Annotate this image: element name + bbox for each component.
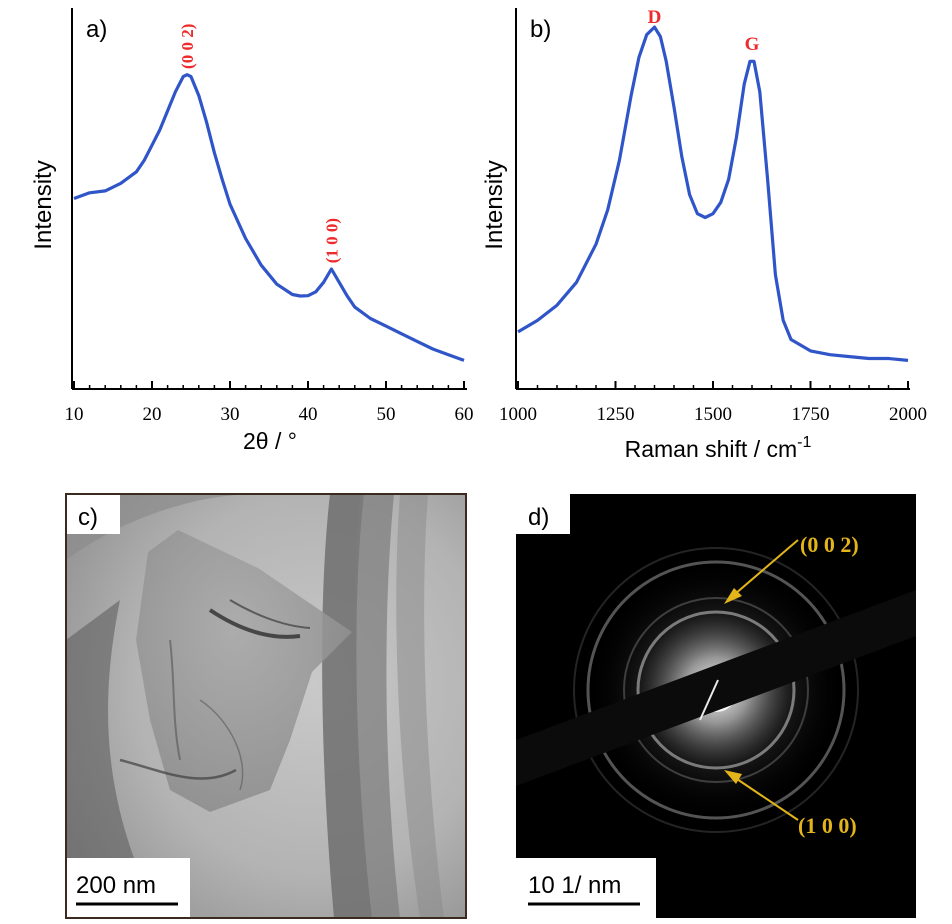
beam-streak: [699, 679, 719, 721]
panel-b-raman: b) 1000 1250 1500 1750 2000 DG Raman shift /…: [481, 7, 927, 462]
saed-ring-inner-halo: [623, 597, 809, 783]
tem-film-edge: [66, 600, 160, 918]
flake-fold: [119, 758, 237, 780]
panel-b-x-tick-labels: 1000 1250 1500 1750 2000: [499, 404, 927, 425]
ring-label-100: (1 0 0): [798, 813, 857, 838]
x-tick-label: 1500: [694, 404, 732, 425]
panel-b-x-ticks: [517, 381, 909, 389]
x-tick-label: 50: [377, 404, 396, 425]
x-tick-label: 40: [299, 404, 318, 425]
arrow-002-head: [724, 588, 742, 604]
panel-a-label: a): [86, 16, 107, 43]
panel-d-label: d): [528, 504, 549, 531]
x-tick-label: 10: [65, 404, 84, 425]
tem-carbon-band: [396, 494, 444, 918]
tem-carbon-band: [354, 494, 400, 918]
flake-wrinkle: [199, 699, 244, 791]
panel-a-xrd: a) 10 20 30 40 50 60 (0 0 2) (1 0 0) 2θ / ° In…: [30, 8, 474, 454]
arrow-100-head: [724, 770, 742, 784]
flake-wrinkle: [229, 599, 311, 629]
flake-wrinkle: [208, 608, 301, 639]
panel-c-label-box: [66, 494, 120, 534]
x-tick-label: 60: [455, 404, 474, 425]
panel-a-x-tick-labels: 10 20 30 40 50 60: [65, 404, 474, 425]
panel-a-xrd-curve: [73, 73, 465, 362]
scale-bar-label: 10 1/ nm: [528, 872, 621, 899]
arrow-002: [727, 539, 799, 601]
panel-b-peak-labels: DG: [648, 7, 760, 55]
panel-d-saed-pattern: d) (0 0 2) (1 0 0) 10 1/ nm: [516, 494, 916, 918]
x-tick-label: 1750: [792, 404, 830, 425]
x-tick-label: 2000: [889, 404, 927, 425]
panel-a-x-axis-label: 2θ / °: [243, 428, 297, 454]
saed-ring-100: [586, 560, 846, 820]
panel-b-raman-curve: [517, 25, 909, 362]
x-tick-label: 1250: [597, 404, 635, 425]
saed-ring-outer-halo: [573, 547, 859, 833]
panel-c-frame: [65, 493, 467, 919]
scale-bar-label: 200 nm: [76, 872, 156, 899]
flake-wrinkle: [169, 639, 181, 761]
panel-d-label-box: [516, 494, 570, 534]
saed-ring-002: [636, 610, 796, 770]
x-tick-label: 1000: [499, 404, 537, 425]
peak-label: (0 0 2): [178, 24, 197, 69]
x-tick-label: 30: [221, 404, 240, 425]
panel-c-tem-image: 200 nm c): [65, 493, 467, 919]
panel-b-label: b): [530, 16, 551, 43]
scale-bar-box: [66, 858, 190, 918]
peak-label: (1 0 0): [322, 218, 341, 263]
graphene-flake: [136, 530, 352, 812]
beam-stopper: [516, 590, 916, 786]
peak-label: D: [648, 7, 662, 28]
panel-b-x-axis-label: Raman shift / cm-1: [625, 434, 812, 462]
peak-label: G: [745, 34, 760, 55]
ring-label-002: (0 0 2): [800, 532, 859, 557]
panel-a-peak-labels: (0 0 2) (1 0 0): [178, 24, 341, 264]
panel-c-label: c): [78, 504, 98, 531]
x-tick-label: 20: [143, 404, 162, 425]
tem-carbon-band: [322, 494, 372, 918]
panel-a-x-ticks: [73, 381, 465, 389]
arrow-100: [727, 772, 799, 821]
panel-a-y-axis-label: Intensity: [30, 160, 57, 249]
panel-b-y-axis-label: Intensity: [481, 160, 508, 249]
scale-bar-box: [516, 858, 656, 918]
